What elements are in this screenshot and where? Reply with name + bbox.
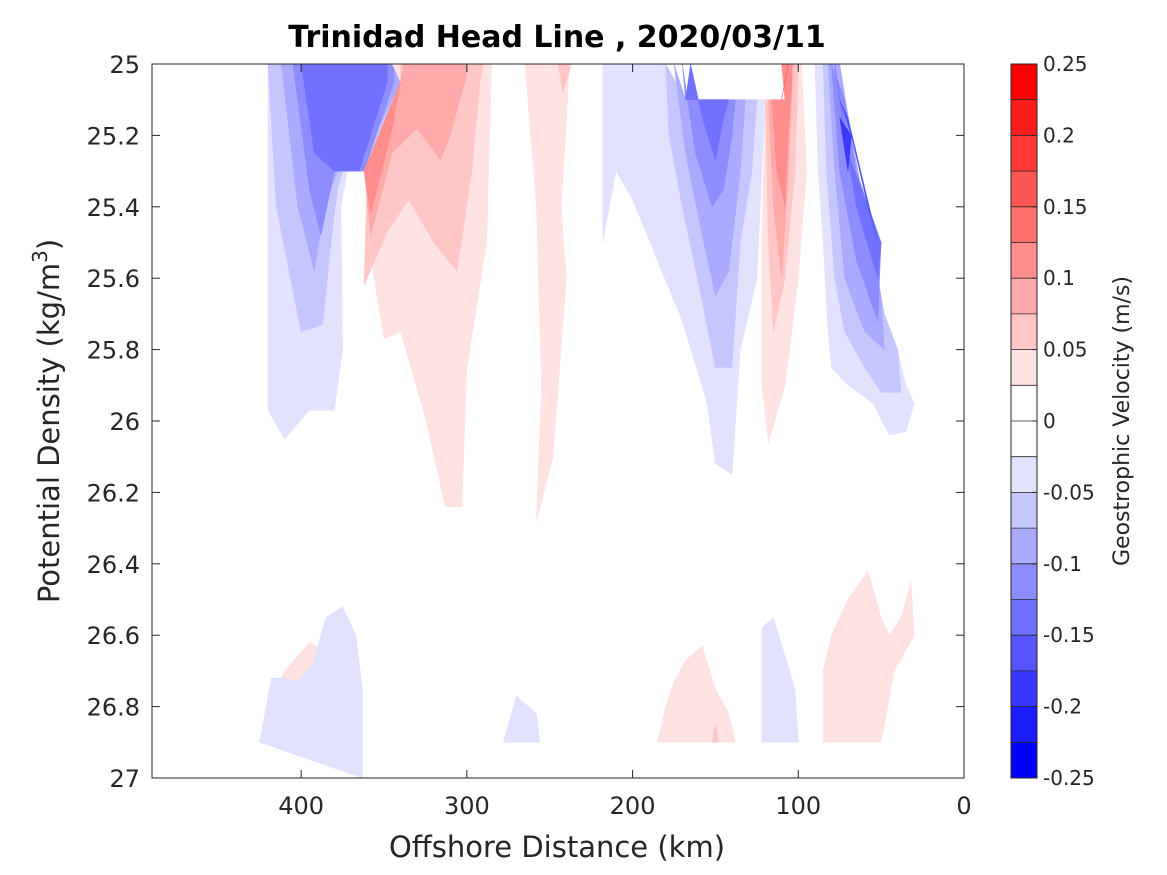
colorbar-block (1011, 99, 1037, 136)
contour-region (822, 570, 915, 743)
x-axis-label: Offshore Distance (km) (389, 830, 725, 864)
contour-region (259, 606, 363, 779)
x-tick-label: 400 (278, 792, 324, 820)
colorbar-tick-label: -0.05 (1043, 480, 1095, 504)
colorbar-tick-label: -0.1 (1043, 552, 1082, 576)
y-tick-label: 26.8 (87, 694, 140, 722)
chart-title: Trinidad Head Line , 2020/03/11 (288, 20, 825, 55)
y-tick-label: 26.2 (87, 479, 140, 507)
colorbar-block (1011, 742, 1037, 778)
colorbar-block (1011, 599, 1037, 636)
y-tick-label: 27 (109, 765, 140, 793)
colorbar-block (1011, 456, 1037, 493)
contour-region (839, 99, 879, 243)
y-tick-label: 25.6 (87, 265, 140, 293)
colorbar-block (1011, 706, 1037, 743)
colorbar-block (1011, 421, 1037, 457)
y-tick-label: 26.4 (87, 551, 140, 579)
contour-region (781, 63, 789, 100)
colorbar-block (1011, 242, 1037, 279)
colorbar-block (1011, 563, 1037, 600)
colorbar-block (1011, 64, 1037, 100)
colorbar-ticks: 0.25 0.2 0.15 0.1 0.05 0 -0.05 -0.1 -0.15 -0.2 -0.… (1032, 52, 1095, 790)
y-axis-label: Potential Density (kg/m3) (28, 239, 66, 603)
colorbar-block (1011, 349, 1037, 386)
y-tick-label: 25.4 (87, 194, 140, 222)
y-axis-label-main: Potential Density (kg/m (32, 263, 66, 603)
colorbar-tick-label: 0.1 (1043, 266, 1075, 290)
contour-region (363, 63, 468, 236)
contour-region (657, 645, 736, 743)
colorbar-blocks (1011, 64, 1037, 778)
colorbar-block (1011, 171, 1037, 207)
y-axis-ticks: 25 25.2 25.4 25.6 25.8 26 26.2 26.4 26.6 26.8 27 (87, 51, 964, 793)
x-tick-label: 300 (444, 792, 490, 820)
contour-region (839, 117, 852, 172)
colorbar-tick-label: 0.15 (1043, 195, 1088, 219)
x-axis-ticks: 400 300 200 100 0 (278, 64, 972, 820)
y-axis-label-superscript: 3 (28, 250, 52, 263)
y-tick-label: 26 (109, 408, 140, 436)
x-tick-label: 200 (610, 792, 656, 820)
y-tick-label: 26.6 (87, 622, 140, 650)
x-tick-label: 0 (956, 792, 971, 820)
colorbar-tick-label: 0.05 (1043, 338, 1088, 362)
colorbar-block (1011, 206, 1037, 243)
colorbar-block (1011, 385, 1037, 421)
colorbar-tick-label: -0.2 (1043, 695, 1082, 719)
colorbar-block (1011, 528, 1037, 564)
contour-fills (259, 63, 915, 779)
colorbar-block (1011, 670, 1037, 707)
colorbar-tick-label: 0.2 (1043, 123, 1075, 147)
contour-region (524, 63, 570, 522)
colorbar-label: Geostrophic Velocity (m/s) (1110, 276, 1135, 566)
plot-area: 400 300 200 100 0 25 25.2 25.4 25.6 25.8 26 26.2 26… (87, 51, 972, 820)
contour-region (685, 63, 730, 161)
y-tick-label: 25 (109, 51, 140, 79)
colorbar-block (1011, 635, 1037, 671)
x-tick-label: 100 (775, 792, 821, 820)
contour-region (711, 724, 720, 743)
y-tick-label: 25.8 (87, 337, 140, 365)
colorbar-tick-label: -0.15 (1043, 623, 1095, 647)
contour-region (363, 81, 401, 214)
y-tick-label: 25.2 (87, 122, 140, 150)
colorbar-block (1011, 313, 1037, 350)
y-axis-label-end: ) (32, 239, 66, 250)
colorbar: 0.25 0.2 0.15 0.1 0.05 0 -0.05 -0.1 -0.15 -0.2 -0.… (1010, 52, 1135, 790)
colorbar-block (1011, 492, 1037, 529)
contour-region (761, 616, 799, 743)
colorbar-tick-label: 0.25 (1043, 52, 1088, 76)
colorbar-block (1011, 278, 1037, 314)
colorbar-block (1011, 135, 1037, 172)
colorbar-tick-label: 0 (1043, 409, 1056, 433)
colorbar-tick-label: -0.25 (1043, 766, 1095, 790)
contour-region (502, 695, 541, 743)
